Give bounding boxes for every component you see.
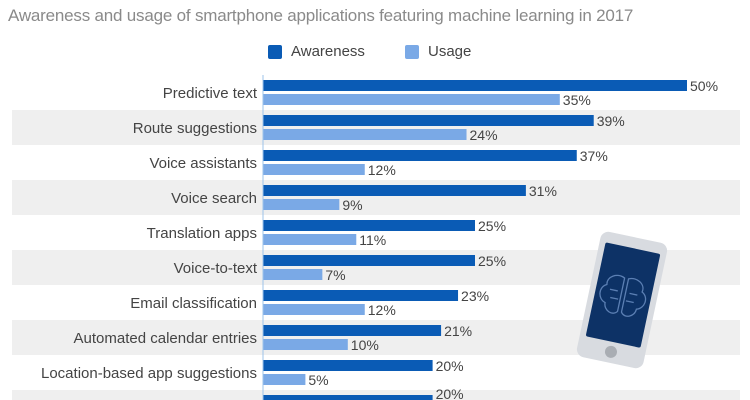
bar-usage bbox=[263, 234, 357, 245]
category-label: Voice assistants bbox=[149, 155, 257, 172]
category-label: Email classification bbox=[130, 295, 257, 312]
bar-usage bbox=[263, 94, 560, 105]
bar-awareness bbox=[263, 290, 459, 301]
data-label-usage: 35% bbox=[563, 92, 591, 108]
category-label: Automated calendar entries bbox=[74, 330, 257, 347]
bar-usage bbox=[263, 129, 467, 140]
legend-label-usage: Usage bbox=[428, 43, 472, 60]
bar-usage bbox=[263, 374, 306, 385]
data-label-usage: 10% bbox=[351, 337, 379, 353]
data-label-usage: 24% bbox=[470, 127, 498, 143]
data-label-awareness: 39% bbox=[597, 113, 625, 129]
bar-usage bbox=[263, 199, 340, 210]
bar-awareness bbox=[263, 255, 475, 266]
data-label-awareness: 37% bbox=[580, 148, 608, 164]
bar-awareness bbox=[263, 80, 687, 91]
bar-usage bbox=[263, 269, 323, 280]
data-label-usage: 5% bbox=[308, 372, 328, 388]
data-label-awareness: 20% bbox=[436, 358, 464, 374]
data-label-awareness: 23% bbox=[461, 288, 489, 304]
data-label-usage: 9% bbox=[342, 197, 362, 213]
legend-item-awareness: Awareness bbox=[268, 43, 365, 60]
bar-awareness bbox=[263, 220, 475, 231]
data-label-awareness: 50% bbox=[690, 78, 718, 94]
data-label-awareness: 20% bbox=[436, 386, 464, 400]
bar-awareness bbox=[263, 325, 442, 336]
bar-awareness bbox=[263, 115, 594, 126]
legend-swatch-awareness bbox=[268, 44, 282, 59]
category-label: Voice search bbox=[171, 190, 257, 207]
bar-awareness bbox=[263, 185, 526, 196]
data-label-usage: 12% bbox=[368, 162, 396, 178]
category-label: Predictive text bbox=[163, 85, 258, 102]
data-label-awareness: 25% bbox=[478, 253, 506, 269]
data-label-awareness: 25% bbox=[478, 218, 506, 234]
chart-subtitle: Awareness and usage of smartphone applic… bbox=[8, 6, 634, 25]
bar-awareness bbox=[263, 150, 577, 161]
data-label-awareness: 21% bbox=[444, 323, 472, 339]
category-label: Location-based app suggestions bbox=[41, 365, 257, 382]
category-label: Translation apps bbox=[147, 225, 257, 242]
bar-usage bbox=[263, 164, 365, 175]
category-label: Route suggestions bbox=[133, 120, 257, 137]
legend-item-usage: Usage bbox=[405, 43, 471, 60]
data-label-usage: 11% bbox=[359, 232, 386, 248]
category-label: Voice-to-text bbox=[174, 260, 258, 277]
bar-usage bbox=[263, 339, 348, 350]
bar-usage bbox=[263, 304, 365, 315]
bar-awareness bbox=[263, 360, 433, 371]
data-label-usage: 7% bbox=[325, 267, 345, 283]
legend-label-awareness: Awareness bbox=[291, 43, 365, 60]
phone-brain-icon bbox=[576, 231, 668, 369]
data-label-usage: 12% bbox=[368, 302, 396, 318]
bar-awareness bbox=[263, 395, 433, 400]
legend-swatch-usage bbox=[405, 44, 419, 59]
data-label-awareness: 31% bbox=[529, 183, 557, 199]
